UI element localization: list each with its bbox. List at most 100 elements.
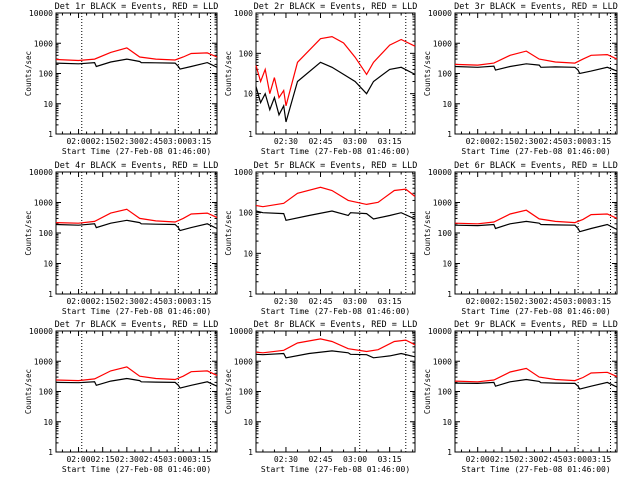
x-tick-label: 02:15 <box>91 297 115 306</box>
plot-frame <box>55 12 218 135</box>
panel-det-3: Det 3r BLACK = Events, RED = LLD 1 10 100 10… <box>423 2 618 156</box>
x-axis-label: Start Time (27-Feb-08 01:46:00) <box>461 307 610 316</box>
y-tick-label: 100 <box>39 388 54 397</box>
y-tick-label: 1000 <box>433 199 452 208</box>
x-tick-label: 02:30 <box>274 137 298 146</box>
x-tick-label: 03:15 <box>378 297 402 306</box>
y-tick-label: 100 <box>39 70 54 79</box>
y-tick-label: 100 <box>239 209 254 218</box>
panel-title: Det 8r BLACK = Events, RED = LLD <box>254 320 418 330</box>
x-tick-label: 02:15 <box>91 137 115 146</box>
panel-title: Det 7r BLACK = Events, RED = LLD <box>55 320 219 330</box>
y-tick-label: 1 <box>248 130 253 139</box>
y-tick-label: 10 <box>243 418 253 427</box>
y-tick-label: 10000 <box>29 168 53 177</box>
x-axis-label: Start Time (27-Feb-08 01:46:00) <box>261 307 410 316</box>
y-tick-label: 10 <box>442 260 452 269</box>
x-tick-label: 03:00 <box>343 455 367 464</box>
x-tick-label: 02:45 <box>139 455 163 464</box>
y-tick-label: 100 <box>438 388 453 397</box>
x-tick-label: 02:45 <box>308 297 332 306</box>
y-tick-label: 100 <box>239 388 254 397</box>
x-tick-label: 03:00 <box>563 455 587 464</box>
y-tick-label: 10000 <box>29 327 53 336</box>
panel-det-5: Det 5r BLACK = Events, RED = LLD 1 10 100 10… <box>224 161 417 316</box>
plot-frame <box>454 12 618 135</box>
y-tick-label: 100 <box>239 49 254 58</box>
y-tick-label: 1 <box>248 290 253 299</box>
x-tick-label: 03:00 <box>343 137 367 146</box>
series-line-events <box>255 61 416 123</box>
panel-det-7: Det 7r BLACK = Events, RED = LLD 1 10 100 10… <box>24 320 218 474</box>
x-tick-label: 03:00 <box>563 297 587 306</box>
x-tick-label: 02:45 <box>308 137 332 146</box>
x-tick-label: 02:45 <box>139 297 163 306</box>
panel-det-2: Det 2r BLACK = Events, RED = LLD 1 10 100 10… <box>224 2 417 156</box>
series-line-lld <box>55 366 218 382</box>
plot-frame <box>454 330 618 453</box>
x-axis-label: Start Time (27-Feb-08 01:46:00) <box>461 147 610 156</box>
panel-title: Det 1r BLACK = Events, RED = LLD <box>55 2 219 12</box>
y-tick-label: 1000 <box>34 357 53 366</box>
x-axis-label: Start Time (27-Feb-08 01:46:00) <box>461 465 610 474</box>
x-tick-label: 03:00 <box>163 137 187 146</box>
y-tick-label: 10000 <box>428 9 452 18</box>
plot-frame <box>55 171 218 295</box>
x-tick-label: 03:15 <box>378 455 402 464</box>
x-tick-label: 02:30 <box>274 297 298 306</box>
x-axis-label: Start Time (27-Feb-08 01:46:00) <box>261 147 410 156</box>
x-tick-label: 03:15 <box>187 137 211 146</box>
x-tick-label: 02:45 <box>539 455 563 464</box>
x-tick-label: 02:15 <box>91 455 115 464</box>
x-tick-label: 03:15 <box>587 455 611 464</box>
series-line-lld <box>454 367 618 383</box>
series-line-events <box>55 377 218 389</box>
y-axis-label: Counts/sec <box>423 210 432 255</box>
x-tick-label: 02:30 <box>115 455 139 464</box>
x-tick-label: 03:00 <box>163 297 187 306</box>
x-tick-label: 02:45 <box>539 137 563 146</box>
x-tick-label: 02:45 <box>139 137 163 146</box>
panel-title: Det 9r BLACK = Events, RED = LLD <box>454 320 618 330</box>
series-line-lld <box>55 47 218 62</box>
x-tick-label: 02:00 <box>466 297 490 306</box>
x-axis-label: Start Time (27-Feb-08 01:46:00) <box>62 307 211 316</box>
panel-det-6: Det 6r BLACK = Events, RED = LLD 1 10 100 10… <box>423 161 618 316</box>
series-line-lld <box>55 208 218 224</box>
x-tick-label: 02:15 <box>490 297 514 306</box>
plot-frame <box>55 330 218 453</box>
x-tick-label: 03:15 <box>187 455 211 464</box>
y-tick-label: 10 <box>442 418 452 427</box>
y-axis-label: Counts/sec <box>24 210 33 255</box>
x-tick-label: 02:15 <box>490 137 514 146</box>
x-tick-label: 02:00 <box>466 137 490 146</box>
plot-frame <box>255 12 416 135</box>
panel-det-4: Det 4r BLACK = Events, RED = LLD 1 10 100 10… <box>24 161 218 316</box>
panel-det-9: Det 9r BLACK = Events, RED = LLD 1 10 100 10… <box>423 320 618 474</box>
x-tick-label: 02:30 <box>274 455 298 464</box>
series-line-lld <box>255 338 416 354</box>
x-tick-label: 02:00 <box>66 455 90 464</box>
y-tick-label: 1 <box>447 448 452 457</box>
y-tick-label: 1000 <box>34 199 53 208</box>
x-tick-label: 03:00 <box>343 297 367 306</box>
panel-det-8: Det 8r BLACK = Events, RED = LLD 1 10 100 10… <box>224 320 417 474</box>
y-tick-label: 1 <box>48 448 53 457</box>
x-tick-label: 03:15 <box>187 297 211 306</box>
x-tick-label: 03:00 <box>563 137 587 146</box>
panel-title: Det 6r BLACK = Events, RED = LLD <box>454 161 618 171</box>
y-axis-label: Counts/sec <box>423 369 432 414</box>
y-tick-label: 10 <box>43 260 53 269</box>
plot-frame <box>255 330 416 453</box>
series-line-events <box>255 350 416 359</box>
x-tick-label: 02:30 <box>514 455 538 464</box>
y-axis-label: Counts/sec <box>24 369 33 414</box>
y-axis-label: Counts/sec <box>224 210 233 255</box>
plot-frame <box>255 171 416 295</box>
x-tick-label: 02:15 <box>490 455 514 464</box>
x-axis-label: Start Time (27-Feb-08 01:46:00) <box>62 147 211 156</box>
y-axis-label: Counts/sec <box>224 369 233 414</box>
x-axis-label: Start Time (27-Feb-08 01:46:00) <box>261 465 410 474</box>
y-tick-label: 10000 <box>29 9 53 18</box>
x-tick-label: 02:30 <box>514 297 538 306</box>
